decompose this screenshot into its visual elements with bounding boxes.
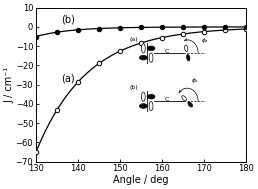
- X-axis label: Angle / deg: Angle / deg: [113, 175, 169, 185]
- Ellipse shape: [188, 102, 192, 107]
- Text: (b): (b): [61, 14, 75, 24]
- Text: C: C: [165, 49, 170, 54]
- Text: $\phi_{b}$: $\phi_{b}$: [191, 76, 199, 85]
- Ellipse shape: [184, 45, 188, 52]
- Text: $\phi_{a}$: $\phi_{a}$: [200, 36, 208, 45]
- Y-axis label: J / cm⁻¹: J / cm⁻¹: [4, 67, 14, 103]
- Ellipse shape: [149, 101, 153, 111]
- Ellipse shape: [141, 44, 145, 53]
- Ellipse shape: [149, 53, 153, 62]
- Text: (a): (a): [130, 36, 138, 42]
- Text: (a): (a): [61, 74, 75, 84]
- Text: (b): (b): [130, 85, 138, 90]
- Text: C: C: [165, 97, 170, 102]
- Ellipse shape: [182, 96, 187, 101]
- Ellipse shape: [140, 55, 147, 60]
- Ellipse shape: [187, 54, 190, 61]
- Ellipse shape: [141, 92, 145, 101]
- Ellipse shape: [147, 46, 155, 51]
- Ellipse shape: [140, 104, 147, 108]
- Ellipse shape: [147, 94, 155, 99]
